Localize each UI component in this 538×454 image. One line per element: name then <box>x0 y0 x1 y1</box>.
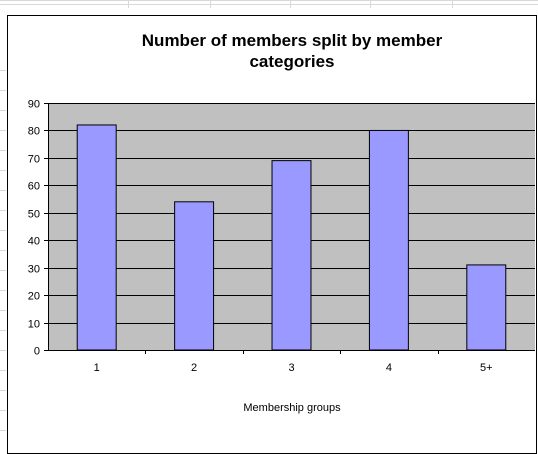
y-tick-label: 60 <box>28 181 40 193</box>
chart-title-line-1: Number of members split by member <box>142 31 443 50</box>
y-tick-label: 70 <box>28 154 40 166</box>
y-axis-tick-labels: 0 10 20 30 40 50 60 70 80 90 <box>28 99 40 358</box>
x-tick-label: 2 <box>191 362 197 374</box>
x-axis-label: Membership groups <box>243 402 341 414</box>
x-tick-label: 5+ <box>480 362 493 374</box>
bar-1 <box>76 124 117 351</box>
bar-series <box>76 124 507 351</box>
y-tick-label: 90 <box>28 99 40 111</box>
x-tick-label: 4 <box>386 362 392 374</box>
x-tick-label: 1 <box>94 362 100 374</box>
y-tick-label: 30 <box>28 264 40 276</box>
x-tick-label: 3 <box>288 362 294 374</box>
bar-5+ <box>466 264 507 351</box>
bar-4 <box>368 129 409 351</box>
y-tick-label: 20 <box>28 291 40 303</box>
y-tick-label: 50 <box>28 209 40 221</box>
y-tick-label: 0 <box>34 346 40 358</box>
bar-3 <box>271 160 312 351</box>
axes <box>44 103 535 354</box>
bar-2 <box>174 201 215 351</box>
y-tick-label: 80 <box>28 126 40 138</box>
spreadsheet-gridlines <box>0 0 538 431</box>
chart-title-line-2: categories <box>249 52 334 71</box>
y-tick-label: 40 <box>28 236 40 248</box>
y-tick-label: 10 <box>28 319 40 331</box>
x-axis-tick-labels: 1 2 3 4 5+ <box>94 362 493 374</box>
